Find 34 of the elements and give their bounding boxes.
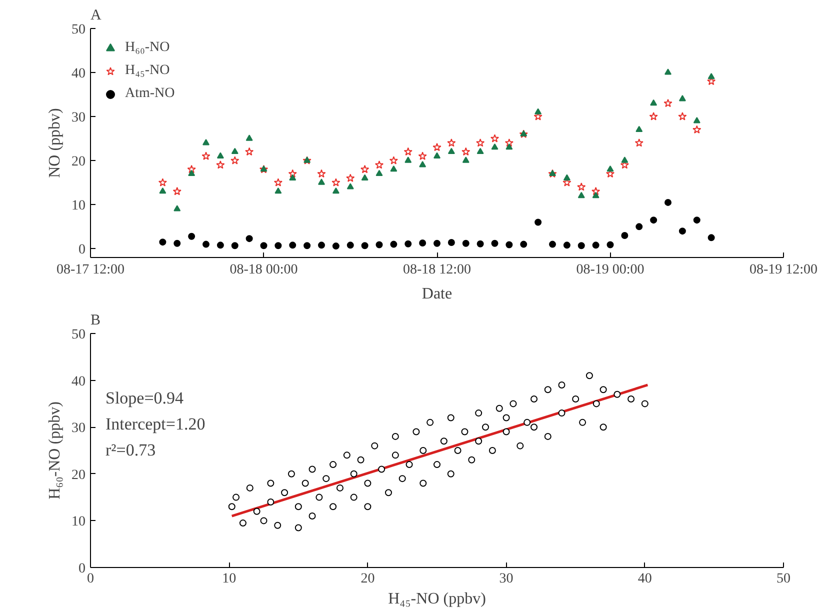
x-tick-label: 08-17 12:00 bbox=[56, 262, 125, 278]
legend-label: H₄₅-NO bbox=[125, 63, 170, 79]
x-tick-label: 08-19 00:00 bbox=[576, 262, 644, 278]
x-axis-title: H₄₅-NO (ppbv) bbox=[388, 590, 486, 608]
y-tick-label: 30 bbox=[72, 421, 86, 436]
y-tick-label: 20 bbox=[72, 154, 86, 170]
x-tick-label: 08-18 00:00 bbox=[230, 262, 298, 278]
x-tick-label: 08-19 12:00 bbox=[749, 262, 818, 278]
legend-label: H₆₀-NO bbox=[125, 40, 170, 56]
y-axis-title: H₆₀-NO (ppbv) bbox=[46, 402, 64, 500]
annotation: Intercept=1.20 bbox=[106, 414, 206, 434]
legend-label: Atm-NO bbox=[125, 86, 175, 102]
annotation: Slope=0.94 bbox=[106, 388, 184, 408]
y-tick-label: 20 bbox=[72, 468, 86, 483]
y-tick-label: 40 bbox=[72, 66, 86, 82]
chart-title: A bbox=[90, 8, 102, 24]
y-tick-label: 10 bbox=[72, 514, 86, 530]
y-tick-label: 30 bbox=[72, 110, 86, 126]
x-tick-label: 50 bbox=[776, 572, 790, 586]
y-tick-label: 50 bbox=[72, 328, 86, 342]
y-tick-label: 0 bbox=[78, 562, 86, 576]
y-axis-title: NO (ppbv) bbox=[46, 108, 64, 178]
y-tick-label: 50 bbox=[72, 22, 86, 38]
y-tick-label: 0 bbox=[78, 242, 86, 258]
y-tick-label: 40 bbox=[72, 374, 86, 390]
annotation: r²=0.73 bbox=[106, 440, 156, 460]
y-tick-label: 10 bbox=[72, 198, 86, 214]
x-tick-label: 10 bbox=[222, 572, 236, 586]
x-tick-label: 08-18 12:00 bbox=[402, 262, 472, 278]
x-tick-label: 30 bbox=[499, 572, 514, 586]
x-tick-label: 40 bbox=[638, 572, 652, 586]
x-axis-title: Date bbox=[422, 286, 452, 302]
x-tick-label: 20 bbox=[360, 572, 375, 586]
chart-title: B bbox=[90, 312, 101, 328]
